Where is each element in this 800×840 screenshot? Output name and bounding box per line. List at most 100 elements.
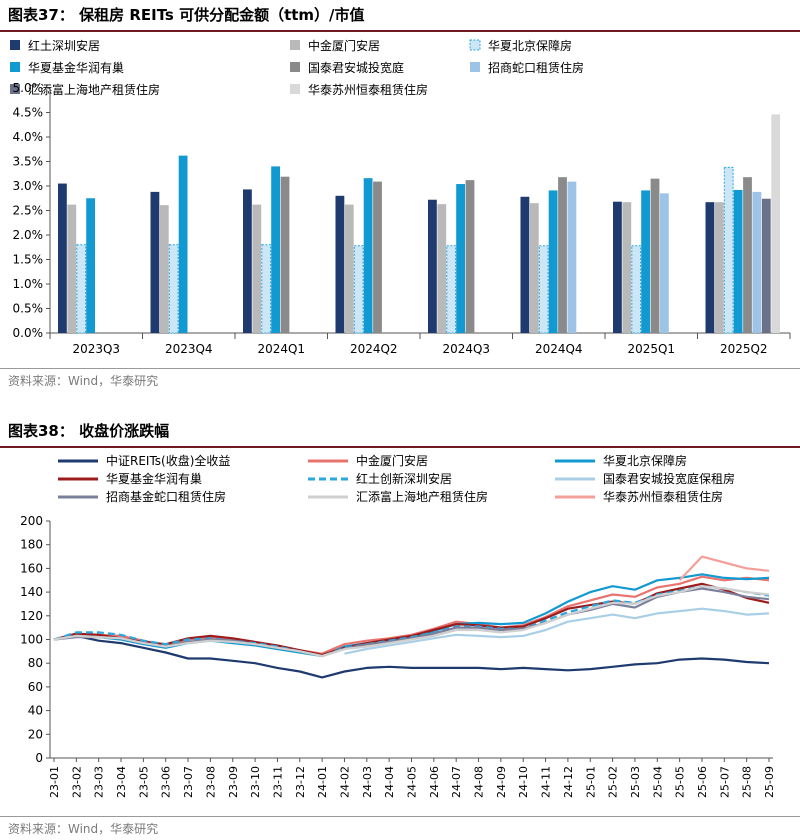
- bar: [641, 190, 650, 333]
- series-line: [53, 585, 770, 658]
- bar: [631, 245, 642, 334]
- bar: [437, 204, 447, 333]
- y-tick-label: 200: [20, 514, 43, 528]
- series-line: [344, 607, 770, 655]
- x-tick-label: 24-11: [540, 766, 553, 798]
- x-tick-label: 23-08: [204, 766, 217, 798]
- legend-label: 华泰苏州恒泰租赁住房: [308, 82, 428, 97]
- legend-label: 国泰君安城投宽庭保租房: [603, 471, 735, 486]
- bar: [714, 202, 724, 333]
- x-tick-label: 23-07: [182, 766, 195, 798]
- bar: [335, 195, 345, 333]
- x-tick-label: 24-04: [383, 766, 396, 798]
- x-tick-label: 25-09: [763, 766, 776, 798]
- bar: [344, 204, 354, 333]
- y-tick-label: 4.0%: [13, 130, 44, 144]
- x-tick-label: 23-10: [249, 766, 262, 798]
- legend-label: 中金厦门安居: [356, 453, 428, 468]
- x-tick-label: 25-05: [674, 766, 687, 798]
- legend-swatch: [290, 84, 300, 94]
- y-tick-label: 40: [28, 704, 43, 718]
- x-tick-label: 25-07: [718, 766, 731, 798]
- bar: [622, 202, 632, 333]
- legend-swatch: [10, 84, 20, 94]
- bar: [446, 245, 457, 334]
- legend-swatch: [469, 39, 481, 51]
- x-tick-label: 24-12: [562, 766, 575, 798]
- y-tick-label: 140: [20, 585, 43, 599]
- bar: [650, 178, 660, 333]
- bar: [771, 114, 781, 334]
- bar: [465, 180, 475, 333]
- x-tick-label: 23-11: [271, 766, 284, 798]
- legend-label: 红土创新深圳安居: [356, 471, 452, 486]
- x-tick-label: 25-04: [651, 766, 664, 798]
- bar: [538, 245, 549, 334]
- x-tick-label: 24-06: [428, 766, 441, 798]
- figure1-title: 图表37： 保租房 REITs 可供分配金额（ttm）/市值: [8, 6, 365, 24]
- bar: [743, 177, 752, 333]
- x-tick-label: 24-09: [495, 766, 508, 798]
- bar: [428, 199, 437, 333]
- bar: [178, 155, 188, 333]
- legend-label: 华夏基金华润有巢: [28, 60, 124, 75]
- bar: [613, 201, 622, 333]
- y-tick-label: 180: [20, 538, 43, 552]
- x-tick-label: 2024Q1: [257, 342, 305, 356]
- series-line: [678, 555, 770, 582]
- x-tick-label: 2024Q4: [535, 342, 583, 356]
- legend-label: 华夏北京保障房: [603, 453, 687, 468]
- figure2-source: 资料来源：Wind，华泰研究: [8, 822, 159, 836]
- legend-swatch: [10, 40, 20, 50]
- y-tick-label: 0: [35, 751, 43, 765]
- x-tick-label: 25-03: [629, 766, 642, 798]
- x-tick-label: 23-05: [137, 766, 150, 798]
- x-tick-label: 25-01: [584, 766, 597, 798]
- bar: [150, 191, 160, 333]
- x-tick-label: 2023Q3: [72, 342, 120, 356]
- figure1-source: 资料来源：Wind，华泰研究: [8, 374, 159, 388]
- bar: [243, 189, 252, 333]
- x-tick-label: 23-03: [93, 766, 106, 798]
- legend-swatch: [470, 62, 480, 72]
- figure2-title: 图表38： 收盘价涨跌幅: [8, 422, 170, 440]
- x-tick-label: 24-10: [517, 766, 530, 798]
- bar: [76, 244, 87, 334]
- x-tick-label: 24-08: [473, 766, 486, 798]
- bar: [86, 198, 95, 333]
- x-tick-label: 24-02: [338, 766, 351, 798]
- bar: [558, 177, 567, 333]
- legend-label: 中金厦门安居: [308, 38, 380, 53]
- x-tick-label: 24-07: [450, 766, 463, 798]
- x-tick-label: 2025Q1: [627, 342, 675, 356]
- figure2-header-bar: 图表38： 收盘价涨跌幅: [0, 416, 800, 448]
- bar: [261, 244, 272, 334]
- y-tick-label: 2.5%: [13, 204, 44, 218]
- legend-label: 招商蛇口租赁住房: [488, 60, 584, 75]
- bar: [529, 203, 539, 333]
- legend-label: 红土深圳安居: [28, 38, 100, 53]
- bar: [567, 181, 577, 333]
- x-tick-label: 2024Q2: [350, 342, 398, 356]
- x-tick-label: 25-06: [696, 766, 709, 798]
- y-tick-label: 120: [20, 609, 43, 623]
- bar: [252, 204, 262, 333]
- y-tick-label: 5.0%: [13, 81, 44, 95]
- figure1-header-bar: 图表37： 保租房 REITs 可供分配金额（ttm）/市值: [0, 0, 800, 32]
- legend-label: 华夏北京保障房: [488, 38, 572, 53]
- bar: [67, 204, 77, 333]
- bar: [548, 190, 558, 333]
- legend-label: 汇添富上海地产租赁住房: [356, 489, 488, 504]
- x-tick-label: 23-01: [48, 766, 61, 798]
- y-tick-label: 20: [28, 727, 43, 741]
- x-tick-label: 23-02: [70, 766, 83, 798]
- bar: [271, 166, 280, 333]
- legend-label: 汇添富上海地产租赁住房: [28, 82, 160, 97]
- bar: [752, 191, 762, 333]
- x-tick-label: 23-12: [294, 766, 307, 798]
- bar: [733, 189, 743, 333]
- y-tick-label: 0.5%: [13, 302, 44, 316]
- x-tick-label: 23-06: [160, 766, 173, 798]
